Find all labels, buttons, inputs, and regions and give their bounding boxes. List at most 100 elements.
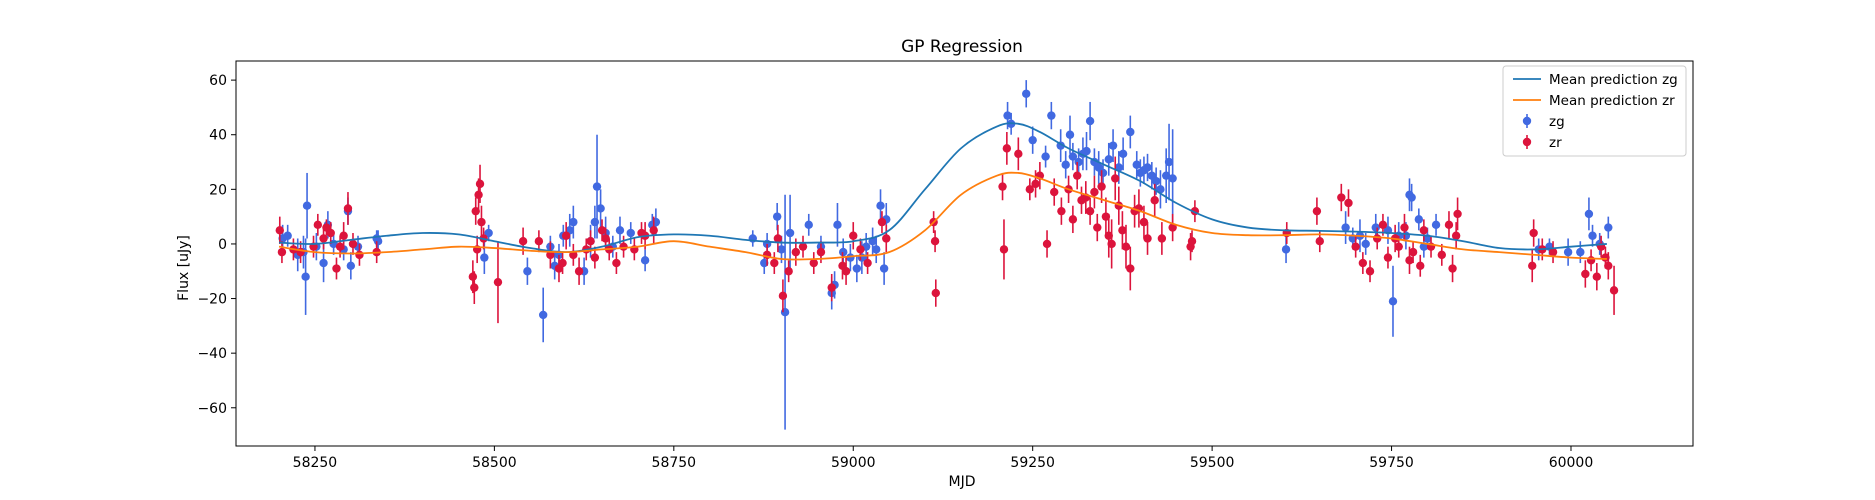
data-point-zr xyxy=(1419,226,1429,235)
data-point-zg xyxy=(1168,174,1177,183)
x-axis-label: MJD xyxy=(949,474,976,490)
data-point-zg xyxy=(1047,111,1056,120)
data-point-zr xyxy=(841,267,851,276)
data-point-zr xyxy=(999,245,1009,254)
data-point-zg xyxy=(852,264,862,273)
data-point-zg xyxy=(283,231,292,240)
data-point-zr xyxy=(326,228,335,238)
data-point-zr xyxy=(1025,185,1035,194)
legend-item: zr xyxy=(1522,135,1562,151)
data-point-zr xyxy=(1139,217,1149,227)
data-point-zr xyxy=(590,253,600,262)
data-point-zr xyxy=(1002,144,1012,153)
x-tick-label: 58500 xyxy=(472,455,517,471)
data-point-zr xyxy=(601,234,610,243)
data-point-zr xyxy=(998,182,1007,191)
data-point-zr xyxy=(475,179,485,189)
data-point-zr xyxy=(1383,253,1393,262)
plot-area xyxy=(275,80,1619,430)
data-point-zr xyxy=(809,258,818,268)
legend-label: zr xyxy=(1549,135,1562,151)
legend-marker-swatch xyxy=(1522,137,1532,147)
data-point-zr xyxy=(474,190,483,199)
data-point-zr xyxy=(1358,258,1368,268)
data-point-zr xyxy=(277,247,287,257)
data-point-zr xyxy=(275,226,284,235)
data-point-zg xyxy=(1003,111,1012,120)
data-point-zg xyxy=(1082,146,1091,156)
data-point-zg xyxy=(1371,223,1380,232)
line-mean-prediction-zr xyxy=(278,171,1607,261)
data-point-zr xyxy=(1111,174,1120,183)
data-point-zr xyxy=(827,283,836,292)
data-point-zg xyxy=(1065,130,1075,139)
data-point-zr xyxy=(493,277,503,287)
data-point-zr xyxy=(1394,242,1403,251)
data-point-zg xyxy=(523,267,532,276)
legend-label: Mean prediction zr xyxy=(1549,93,1675,109)
data-point-zg xyxy=(777,245,786,254)
data-point-zr xyxy=(1405,256,1414,265)
x-tick-label: 58250 xyxy=(293,455,338,471)
data-point-zg xyxy=(1085,116,1095,126)
data-point-zr xyxy=(1090,187,1099,197)
data-point-zg xyxy=(833,220,842,230)
data-point-zg xyxy=(1143,163,1152,172)
data-point-zr xyxy=(339,231,348,240)
data-point-zg xyxy=(1041,152,1050,161)
data-point-zr xyxy=(1592,272,1602,281)
legend-box xyxy=(1502,65,1687,157)
data-point-zg xyxy=(772,212,782,221)
data-point-zr xyxy=(798,242,808,251)
data-point-zr xyxy=(791,247,801,257)
data-point-zr xyxy=(1351,242,1360,251)
data-point-zr xyxy=(355,250,364,260)
data-point-zr xyxy=(1437,250,1446,260)
legend-item: Mean prediction zr xyxy=(1513,93,1675,109)
data-point-zg xyxy=(1414,215,1424,224)
data-point-zg xyxy=(302,201,312,210)
legend-item: Mean prediction zg xyxy=(1513,72,1678,88)
data-point-zr xyxy=(1312,206,1322,216)
data-point-zr xyxy=(1453,209,1462,219)
data-point-zg xyxy=(804,220,813,230)
plot-clip-group xyxy=(275,80,1619,430)
data-point-zg xyxy=(1164,157,1174,167)
data-point-zg xyxy=(1407,193,1416,202)
data-point-zg xyxy=(1118,149,1128,159)
data-point-zr xyxy=(1408,247,1418,257)
data-point-zr xyxy=(1604,261,1613,270)
data-point-zg xyxy=(592,182,602,191)
data-point-zr xyxy=(1093,223,1102,232)
data-point-zg xyxy=(1281,245,1291,254)
x-tick-label: 59250 xyxy=(1010,455,1055,471)
data-point-zr xyxy=(1031,179,1040,189)
y-tick-label: 40 xyxy=(209,128,227,144)
x-tick-label: 60000 xyxy=(1549,455,1594,471)
data-point-zg xyxy=(1028,135,1037,145)
data-point-zg xyxy=(1068,152,1078,161)
data-point-zg xyxy=(1132,160,1141,169)
data-point-zr xyxy=(1416,261,1425,270)
y-tick-label: 0 xyxy=(218,237,227,253)
legend-label: Mean prediction zg xyxy=(1549,72,1678,88)
data-point-zr xyxy=(574,267,584,276)
data-point-zg xyxy=(484,228,493,238)
plot-frame xyxy=(235,60,1694,447)
data-point-zr xyxy=(849,231,858,240)
y-tick-label: −60 xyxy=(197,401,227,417)
data-point-zg xyxy=(876,201,885,210)
data-point-zr xyxy=(534,237,544,246)
data-point-zr xyxy=(1529,228,1538,238)
data-point-zr xyxy=(1121,242,1131,251)
y-tick-label: −20 xyxy=(197,292,227,308)
data-point-zr xyxy=(1451,231,1461,240)
data-point-zr xyxy=(1118,226,1127,235)
data-point-zg xyxy=(1576,247,1585,257)
x-tick-label: 59000 xyxy=(831,455,876,471)
data-point-zr xyxy=(586,237,595,246)
data-point-zr xyxy=(1107,239,1116,249)
data-point-zg xyxy=(1074,157,1083,167)
axes: 58250 58500 58750 59000 59250 59500 59750 60000… xyxy=(197,60,1694,471)
data-point-zg xyxy=(1584,209,1594,219)
